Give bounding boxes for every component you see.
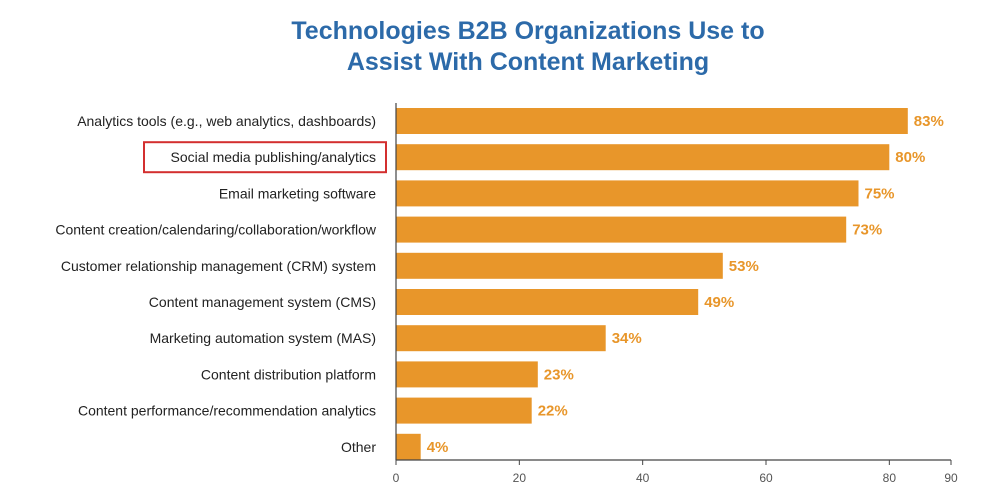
bar-email-marketing-software	[396, 180, 859, 207]
x-tick-label-0: 0	[393, 471, 400, 485]
bar-content-performance-recommendation-analytics	[396, 397, 532, 424]
value-label-other: 4%	[427, 439, 449, 456]
value-label-social-media-publishing-analytics: 80%	[895, 149, 925, 166]
category-label-content-management-system-cms: Content management system (CMS)	[149, 294, 376, 310]
category-label-analytics-tools-e-g-web-analytics-dashboards: Analytics tools (e.g., web analytics, da…	[77, 113, 376, 129]
value-label-email-marketing-software: 75%	[865, 185, 895, 202]
bar-marketing-automation-system-mas	[396, 325, 606, 352]
x-tick-label-60: 60	[759, 471, 773, 485]
chart-title-line-1: Technologies B2B Organizations Use to	[291, 17, 765, 45]
category-label-email-marketing-software: Email marketing software	[219, 185, 376, 201]
value-label-marketing-automation-system-mas: 34%	[612, 330, 642, 347]
bar-analytics-tools-e-g-web-analytics-dashboards	[396, 108, 908, 134]
x-tick-label-80: 80	[883, 471, 897, 485]
x-tick-label-40: 40	[636, 471, 650, 485]
x-tick-label-20: 20	[513, 471, 527, 485]
value-label-customer-relationship-management-crm-system: 53%	[729, 258, 759, 275]
category-label-content-performance-recommendation-analytics: Content performance/recommendation analy…	[78, 403, 376, 419]
category-label-customer-relationship-management-crm-system: Customer relationship management (CRM) s…	[61, 258, 376, 274]
bar-content-creation-calendaring-collaboration-workflow	[396, 216, 847, 243]
chart-title-line-2: Assist With Content Marketing	[346, 48, 710, 76]
bar-content-management-system-cms	[396, 289, 699, 315]
chart-title: Technologies B2B Organizations Use to As…	[0, 16, 981, 78]
bar-social-media-publishing-analytics	[396, 144, 890, 171]
value-label-content-management-system-cms: 49%	[704, 294, 734, 311]
bar-content-distribution-platform	[396, 361, 538, 388]
bar-other	[396, 433, 421, 460]
category-label-other: Other	[341, 439, 376, 455]
value-label-content-performance-recommendation-analytics: 22%	[538, 403, 568, 420]
category-label-content-creation-calendaring-collaboration-workflow: Content creation/calendaring/collaborati…	[55, 222, 377, 238]
category-label-content-distribution-platform: Content distribution platform	[201, 366, 376, 382]
x-tick-label-90: 90	[944, 471, 958, 485]
bar-customer-relationship-management-crm-system	[396, 252, 723, 279]
category-label-social-media-publishing-analytics: Social media publishing/analytics	[171, 149, 376, 165]
highlight-box	[143, 141, 387, 174]
category-label-marketing-automation-system-mas: Marketing automation system (MAS)	[150, 330, 376, 346]
value-label-content-creation-calendaring-collaboration-workflow: 73%	[852, 222, 882, 239]
value-label-analytics-tools-e-g-web-analytics-dashboards: 83%	[914, 113, 944, 130]
value-label-content-distribution-platform: 23%	[544, 366, 574, 383]
